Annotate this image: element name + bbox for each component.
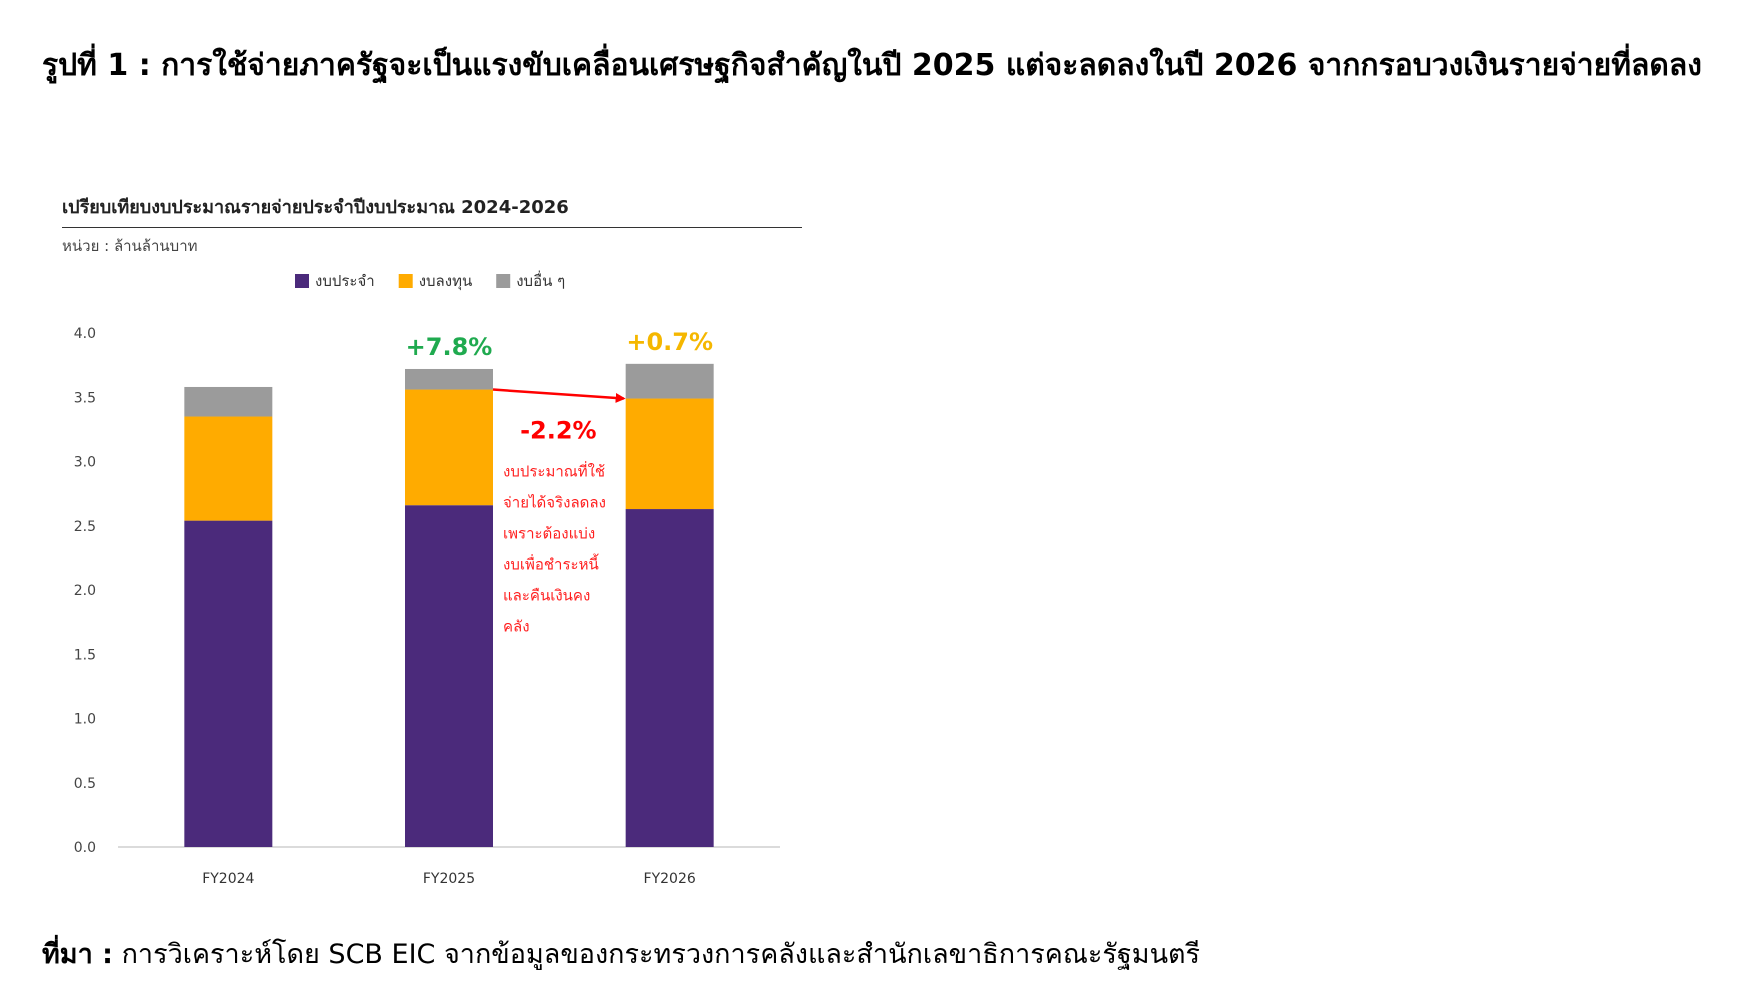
source-text: การวิเคราะห์โดย SCB EIC จากข้อมูลของกระท… bbox=[121, 939, 1201, 970]
y-tick-label: 3.5 bbox=[74, 390, 96, 406]
x-tick-label: FY2024 bbox=[202, 871, 254, 887]
legend-swatch bbox=[295, 274, 309, 288]
bar-fy2025-segment bbox=[405, 505, 493, 847]
y-tick-label: 1.5 bbox=[74, 647, 96, 663]
x-tick-label: FY2026 bbox=[644, 871, 696, 887]
figure-heading: รูปที่ 1 : การใช้จ่ายภาครัฐจะเป็นแรงขับเ… bbox=[42, 48, 1702, 83]
y-tick-label: 0.5 bbox=[74, 776, 96, 792]
source-label: ที่มา : bbox=[42, 939, 113, 970]
y-tick-label: 4.0 bbox=[74, 326, 96, 342]
legend-swatch bbox=[398, 274, 413, 288]
note-line: เพราะต้องแบ่ง bbox=[503, 525, 595, 543]
y-tick-label: 0.0 bbox=[74, 840, 96, 856]
note-line: และคืนเงินคง bbox=[503, 587, 590, 605]
unit-label: หน่วย : ล้านล้านบาท bbox=[62, 237, 198, 255]
bar-fy2024-segment bbox=[184, 386, 273, 417]
y-tick-label: 1.0 bbox=[74, 712, 96, 728]
note-line: คลัง bbox=[503, 618, 530, 636]
note-line: งบประมาณที่ใช้ bbox=[503, 461, 605, 481]
chart-title: เปรียบเทียบงบประมาณรายจ่ายประจำปีงบประมา… bbox=[62, 197, 569, 218]
growth-label: +0.7% bbox=[626, 328, 713, 356]
note-line: จ่ายได้จริงลดลง bbox=[503, 494, 606, 512]
note-line: งบเพื่อชำระหนี้ bbox=[503, 554, 599, 574]
bar-fy2026-segment bbox=[625, 363, 714, 399]
title-divider bbox=[62, 227, 802, 228]
legend-label: งบลงทุน bbox=[419, 272, 473, 291]
bar-fy2025-segment bbox=[405, 368, 493, 390]
bar-fy2026-segment bbox=[625, 509, 714, 847]
bar-fy2024-segment bbox=[184, 520, 273, 847]
bar-fy2024-segment bbox=[184, 416, 273, 521]
source-note: ที่มา : การวิเคราะห์โดย SCB EIC จากข้อมู… bbox=[42, 932, 1200, 975]
change-label: -2.2% bbox=[520, 417, 597, 445]
legend-label: งบประจำ bbox=[315, 272, 375, 290]
legend-swatch bbox=[496, 274, 511, 288]
growth-label: +7.8% bbox=[406, 333, 493, 361]
legend-label: งบอื่น ๆ bbox=[516, 270, 565, 290]
bar-fy2026-segment bbox=[625, 398, 714, 510]
y-tick-label: 3.0 bbox=[74, 455, 96, 471]
decline-arrow bbox=[492, 388, 626, 403]
y-tick-label: 2.0 bbox=[74, 583, 96, 599]
y-tick-label: 2.5 bbox=[74, 519, 96, 535]
bar-fy2025-segment bbox=[405, 389, 493, 506]
x-tick-label: FY2025 bbox=[423, 871, 475, 887]
